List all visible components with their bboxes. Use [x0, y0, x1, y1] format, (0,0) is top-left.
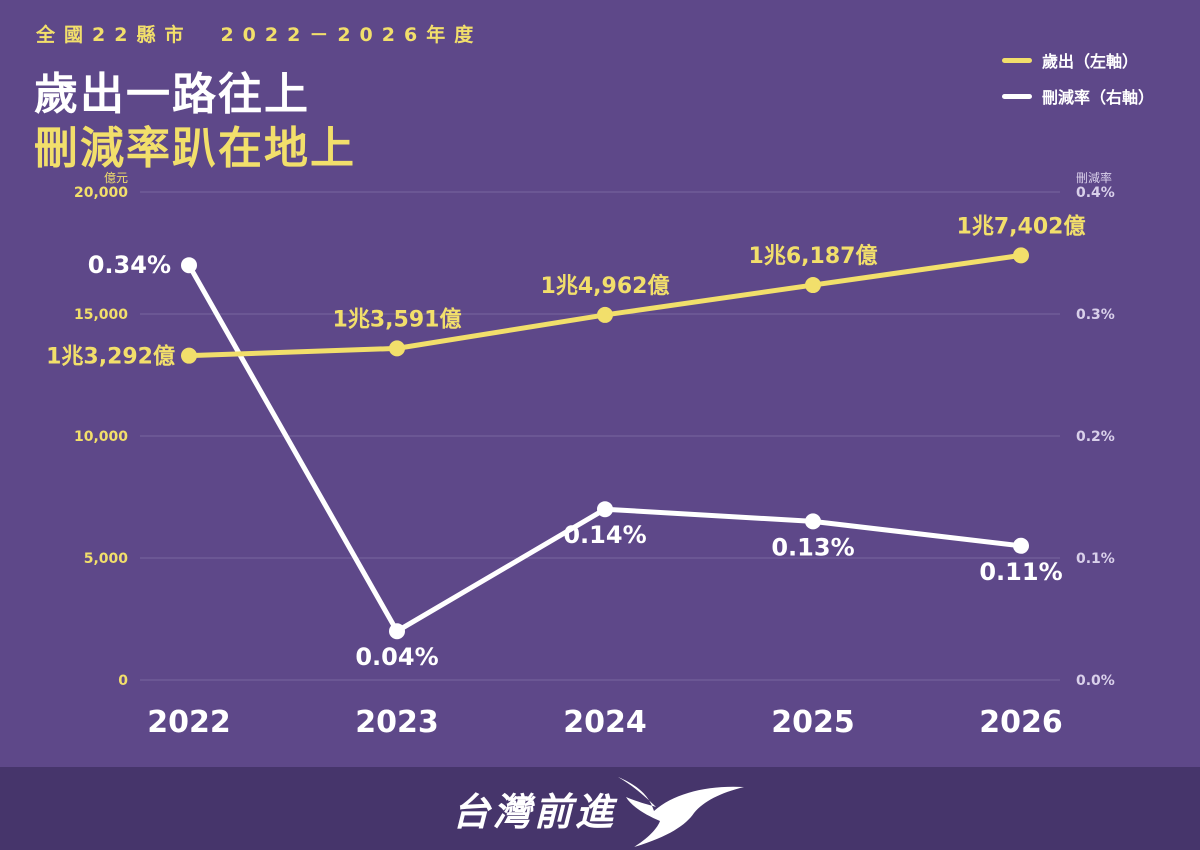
- legend-item-spending: 歲出（左軸）: [1001, 48, 1154, 72]
- data-point-spending: [181, 347, 197, 364]
- y-right-unit-label: 刪減率: [1076, 170, 1112, 185]
- footer-bar: 台灣前進: [0, 767, 1200, 850]
- legend-swatch-cut-rate: [1001, 93, 1032, 99]
- y-left-tick-label: 15,000: [74, 307, 128, 323]
- brand-name: 台灣前進: [452, 790, 617, 834]
- y-left-tick-label: 10,000: [74, 429, 128, 445]
- series-line-spending: [186, 252, 1024, 359]
- y-right-tick-label: 0.4%: [1076, 185, 1115, 201]
- y-left-tick-label: 5,000: [84, 551, 129, 567]
- y-left-tick-label: 0: [118, 673, 128, 689]
- chart-legend: 歲出（左軸） 刪減率（右軸）: [1001, 48, 1154, 120]
- data-point-spending: [597, 306, 613, 323]
- chart-title-line2: 刪減率趴在地上: [34, 123, 356, 174]
- x-tick-label: 2024: [563, 705, 647, 740]
- data-label-cut-rate: 0.34%: [88, 251, 171, 279]
- data-label-spending: 1兆6,187億: [749, 243, 878, 269]
- legend-item-cut-rate: 刪減率（右軸）: [1001, 84, 1154, 108]
- data-point-spending: [805, 277, 821, 294]
- data-label-spending: 1兆3,292億: [46, 344, 175, 370]
- x-tick-label: 2022: [147, 705, 231, 740]
- y-left-tick-label: 20,000: [74, 185, 128, 201]
- x-tick-label: 2026: [979, 705, 1063, 740]
- line-chart: 0 5,000 10,000 15,000 20,000 0.0% 0.1% 0.2% 0.3%…: [46, 170, 1115, 740]
- data-label-cut-rate: 0.13%: [771, 533, 854, 561]
- data-label-spending: 1兆4,962億: [541, 273, 670, 299]
- chart-subtitle: 全國22縣市 2022－2026年度: [36, 24, 483, 46]
- data-label-spending: 1兆7,402億: [957, 213, 1086, 239]
- data-point-cut-rate: [1013, 537, 1029, 554]
- y-right-tick-label: 0.3%: [1076, 307, 1115, 323]
- data-point-spending: [389, 340, 405, 357]
- data-label-cut-rate: 0.11%: [979, 558, 1062, 586]
- y-left-unit-label: 億元: [104, 171, 128, 185]
- y-right-tick-label: 0.1%: [1076, 551, 1115, 567]
- y-right-tick-label: 0.0%: [1076, 673, 1115, 689]
- data-point-spending: [1013, 247, 1029, 264]
- data-label-cut-rate: 0.04%: [355, 643, 438, 671]
- chart-title-line1: 歲出一路往上: [34, 69, 310, 120]
- data-label-spending: 1兆3,591億: [333, 306, 462, 332]
- legend-swatch-spending: [1001, 57, 1032, 63]
- legend-label-spending: 歲出（左軸）: [1041, 52, 1138, 71]
- x-tick-label: 2023: [355, 705, 439, 740]
- data-point-cut-rate: [597, 501, 613, 518]
- data-point-cut-rate: [181, 257, 197, 274]
- data-label-cut-rate: 0.14%: [563, 521, 646, 549]
- data-point-cut-rate: [805, 513, 821, 530]
- legend-label-cut-rate: 刪減率（右軸）: [1041, 88, 1154, 107]
- bird-logo-icon: [618, 777, 744, 847]
- y-right-tick-label: 0.2%: [1076, 429, 1115, 445]
- data-point-cut-rate: [389, 623, 405, 640]
- x-tick-label: 2025: [771, 705, 855, 740]
